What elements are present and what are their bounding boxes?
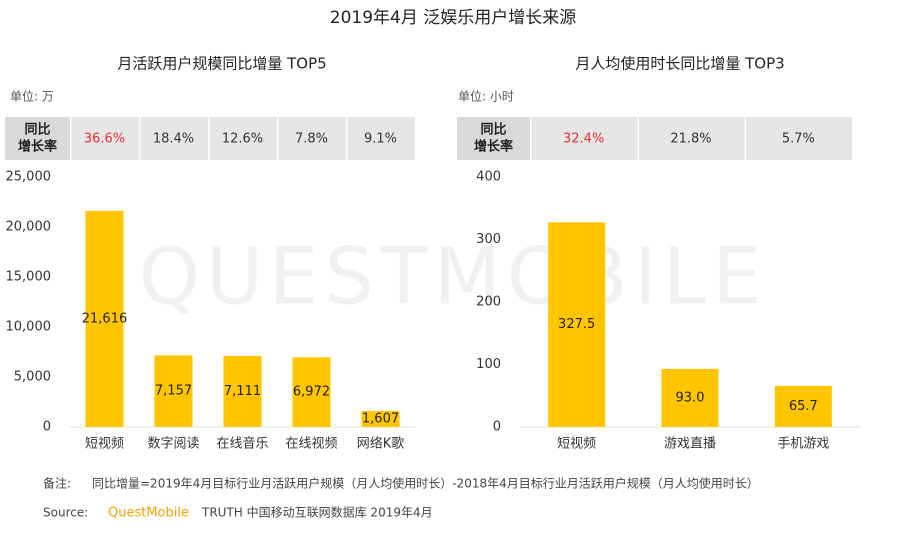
growth-cell xyxy=(71,117,139,160)
value-label: 1,607 xyxy=(362,411,399,426)
x-tick-label: 数字阅读 xyxy=(147,437,199,452)
growth-cell xyxy=(278,117,346,160)
chart-title: 月人均使用时长同比增量 TOP3 xyxy=(575,55,784,73)
value-label: 7,111 xyxy=(224,384,261,399)
x-tick-label: 网络K歌 xyxy=(357,436,405,452)
bar xyxy=(154,355,193,427)
y-tick-label: 0 xyxy=(493,420,501,435)
y-tick-label: 300 xyxy=(476,232,501,247)
growth-label: 同比 xyxy=(24,122,50,138)
y-tick-label: 20,000 xyxy=(6,220,52,235)
source-brand: QuestMobile xyxy=(108,506,189,521)
growth-value: 12.6% xyxy=(222,132,263,147)
growth-cell xyxy=(638,117,745,160)
y-tick-label: 200 xyxy=(476,295,501,310)
growth-value: 18.4% xyxy=(153,132,194,147)
growth-cell xyxy=(140,117,208,160)
x-tick-label: 在线音乐 xyxy=(216,436,268,452)
bar xyxy=(774,385,832,427)
bar xyxy=(548,222,606,427)
note-text: 同比增量=2019年4月目标行业月活跃用户规模（月人均使用时长）-2018年4月… xyxy=(92,476,759,491)
page-title: 2019年4月 泛娱乐用户增长来源 xyxy=(330,8,576,28)
y-tick-label: 15,000 xyxy=(6,270,52,285)
growth-value: 5.7% xyxy=(782,132,815,147)
x-tick-label: 游戏直播 xyxy=(664,437,716,452)
growth-value: 36.6% xyxy=(84,132,125,147)
bar xyxy=(223,355,262,427)
bar xyxy=(661,368,719,427)
growth-value: 7.8% xyxy=(295,132,328,147)
growth-cell xyxy=(209,117,277,160)
bar xyxy=(361,410,400,427)
growth-value: 32.4% xyxy=(563,132,604,147)
value-label: 6,972 xyxy=(293,385,330,400)
growth-cell xyxy=(531,117,638,160)
y-tick-label: 400 xyxy=(476,170,501,185)
x-tick-label: 短视频 xyxy=(557,437,596,452)
y-tick-label: 25,000 xyxy=(6,170,52,185)
y-tick-label: 100 xyxy=(476,357,501,372)
growth-value: 9.1% xyxy=(364,132,397,147)
x-tick-label: 在线视频 xyxy=(285,437,337,452)
growth-cell xyxy=(347,117,415,160)
source-label: Source: xyxy=(43,506,88,520)
growth-label-cell xyxy=(457,117,530,160)
bar xyxy=(85,210,124,427)
note-label: 备注: xyxy=(43,476,71,491)
chart-title: 月活跃用户规模同比增量 TOP5 xyxy=(117,55,326,73)
growth-label-cell xyxy=(5,117,70,160)
x-tick-label: 短视频 xyxy=(85,437,124,452)
y-tick-label: 5,000 xyxy=(14,370,51,385)
growth-label: 增长率 xyxy=(18,139,57,155)
y-tick-label: 0 xyxy=(43,420,51,435)
unit-label: 单位: 万 xyxy=(10,89,54,104)
value-label: 65.7 xyxy=(789,399,818,414)
bar xyxy=(292,357,331,427)
value-label: 7,157 xyxy=(155,384,192,399)
growth-value: 21.8% xyxy=(670,132,711,147)
watermark: QUESTMOBILE xyxy=(139,232,768,322)
y-tick-label: 10,000 xyxy=(6,320,52,335)
growth-label: 同比 xyxy=(480,122,506,138)
unit-label: 单位: 小时 xyxy=(458,89,514,104)
value-label: 21,616 xyxy=(82,311,128,326)
growth-label: 增长率 xyxy=(474,139,513,155)
source-text: TRUTH 中国移动互联网数据库 2019年4月 xyxy=(201,505,433,520)
growth-cell xyxy=(746,117,852,160)
value-label: 327.5 xyxy=(558,317,595,332)
value-label: 93.0 xyxy=(676,390,705,405)
x-tick-label: 手机游戏 xyxy=(777,437,829,452)
